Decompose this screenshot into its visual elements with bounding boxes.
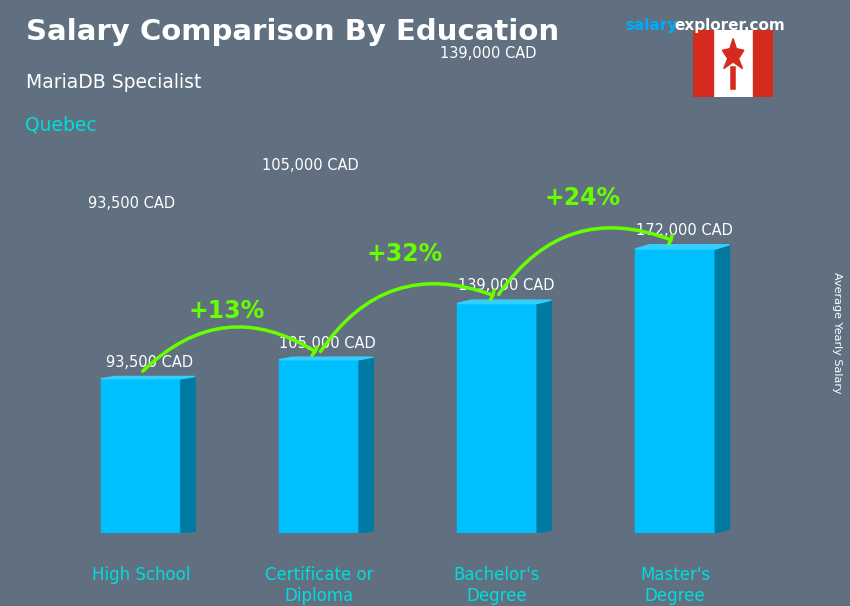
Text: Bachelor's
Degree: Bachelor's Degree: [454, 567, 541, 605]
Bar: [753, 30, 774, 97]
Text: 139,000 CAD: 139,000 CAD: [457, 279, 554, 293]
Text: High School: High School: [92, 567, 190, 584]
Polygon shape: [457, 304, 537, 533]
Text: Average Yearly Salary: Average Yearly Salary: [832, 273, 842, 394]
Polygon shape: [635, 245, 729, 249]
Polygon shape: [635, 249, 715, 533]
Text: salary: salary: [625, 18, 677, 33]
Text: Quebec: Quebec: [26, 115, 97, 134]
Polygon shape: [715, 245, 729, 533]
Polygon shape: [279, 360, 359, 533]
Text: Master's
Degree: Master's Degree: [640, 567, 711, 605]
Polygon shape: [279, 357, 373, 360]
Text: 93,500 CAD: 93,500 CAD: [88, 196, 175, 211]
Text: 139,000 CAD: 139,000 CAD: [440, 45, 536, 61]
Text: +13%: +13%: [188, 299, 264, 323]
Polygon shape: [101, 379, 181, 533]
Polygon shape: [537, 300, 552, 533]
Polygon shape: [181, 376, 196, 533]
Text: 93,500 CAD: 93,500 CAD: [106, 355, 193, 370]
Text: explorer.com: explorer.com: [674, 18, 785, 33]
Text: +24%: +24%: [545, 187, 620, 210]
Text: +32%: +32%: [366, 242, 443, 266]
Text: Certificate or
Diploma: Certificate or Diploma: [264, 567, 373, 605]
Polygon shape: [101, 376, 196, 379]
Polygon shape: [359, 357, 373, 533]
Text: Salary Comparison By Education: Salary Comparison By Education: [26, 18, 558, 46]
Text: 172,000 CAD: 172,000 CAD: [636, 223, 733, 238]
Polygon shape: [722, 39, 744, 68]
Text: MariaDB Specialist: MariaDB Specialist: [26, 73, 201, 92]
Text: 105,000 CAD: 105,000 CAD: [280, 336, 377, 350]
Text: 105,000 CAD: 105,000 CAD: [262, 158, 359, 173]
Bar: [693, 30, 713, 97]
Polygon shape: [457, 300, 552, 304]
